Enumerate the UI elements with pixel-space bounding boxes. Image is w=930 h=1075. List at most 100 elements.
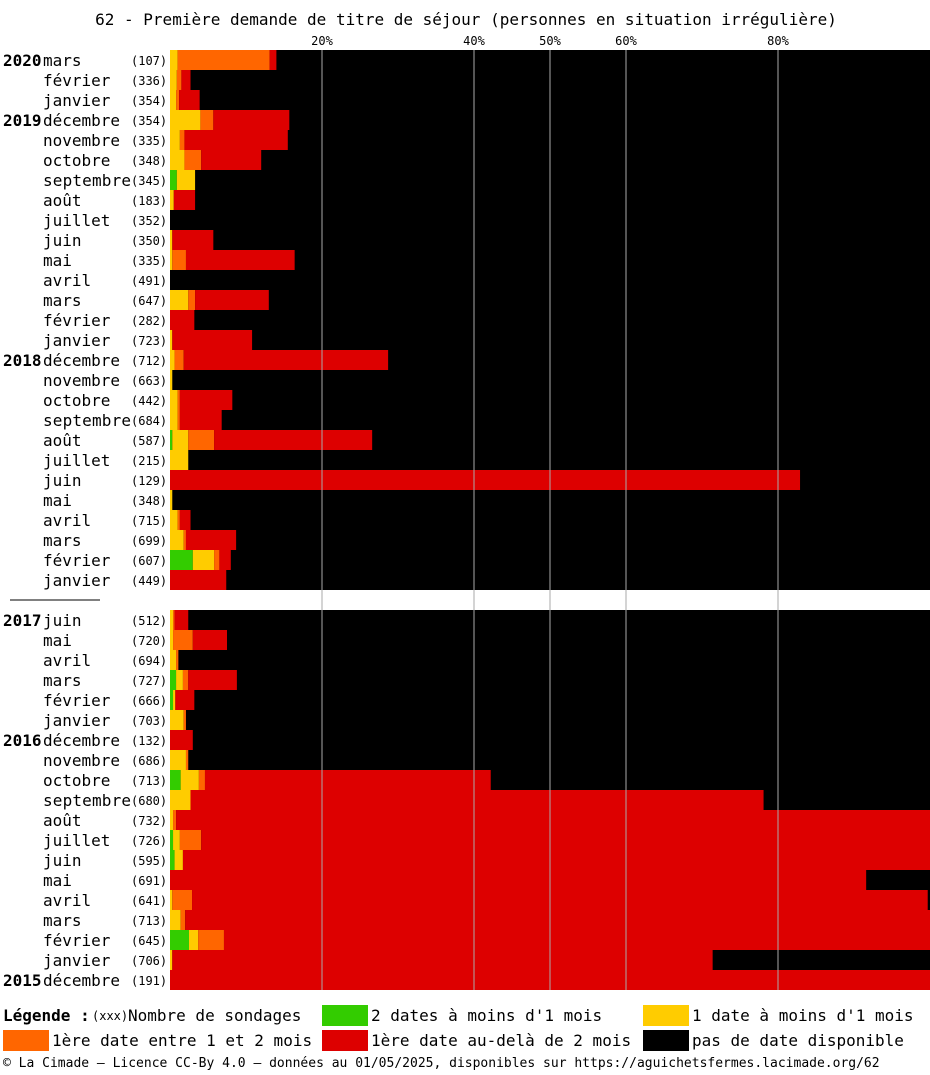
month-label: janvier — [43, 711, 111, 730]
month-label: octobre — [43, 771, 110, 790]
legend-orange-label: 1ère date entre 1 et 2 mois — [52, 1031, 313, 1050]
x-tick-label: 40% — [463, 34, 485, 48]
grid-layer — [321, 50, 779, 990]
bar-segment-yellow — [170, 630, 174, 650]
month-label: décembre — [43, 971, 120, 990]
month-label: avril — [43, 511, 91, 530]
legend-yellow-label: 1 date à moins d'1 mois — [692, 1006, 914, 1025]
bar-segment-yellow — [170, 50, 178, 70]
bar-segment-orange — [172, 890, 193, 910]
bar-segment-yellow — [170, 410, 178, 430]
count-label: (352) — [131, 214, 167, 228]
month-label: mars — [43, 51, 82, 70]
bar-segment-red — [181, 70, 191, 90]
count-label: (354) — [131, 114, 167, 128]
bar-segment-orange — [173, 630, 193, 650]
legend-row-1: Légende : (xxx) Nombre de sondages 2 dat… — [0, 1005, 930, 1027]
count-label: (723) — [131, 334, 167, 348]
bar-segment-orange — [176, 650, 179, 670]
count-label: (348) — [131, 494, 167, 508]
bar-segment-green — [170, 550, 193, 570]
count-label: (645) — [131, 934, 167, 948]
bar-segment-red — [176, 810, 930, 830]
month-label: mars — [43, 671, 82, 690]
bar-segment-red — [170, 470, 801, 490]
bar-segment-orange — [198, 930, 224, 950]
bar-segment-red — [214, 430, 373, 450]
month-label: janvier — [43, 571, 111, 590]
bar-segment-yellow — [173, 830, 180, 850]
legend-swatch-black — [643, 1030, 689, 1051]
bar-segment-yellow — [170, 290, 189, 310]
bar-segment-orange — [184, 150, 202, 170]
bar-segment-orange — [177, 50, 270, 70]
legend-swatch-green — [322, 1005, 368, 1026]
count-label: (720) — [131, 634, 167, 648]
bar-segment-yellow — [170, 70, 177, 90]
count-label: (699) — [131, 534, 167, 548]
count-label: (595) — [131, 854, 167, 868]
month-label: novembre — [43, 751, 120, 770]
count-label: (663) — [131, 374, 167, 388]
bar-segment-red — [170, 310, 195, 330]
bar-segment-yellow — [180, 770, 199, 790]
month-label: mai — [43, 251, 72, 270]
month-label: juin — [43, 471, 82, 490]
month-label: novembre — [43, 371, 120, 390]
count-label: (726) — [131, 834, 167, 848]
bar-segment-yellow — [170, 510, 178, 530]
bar-segment-green — [170, 430, 173, 450]
month-label: juin — [43, 231, 82, 250]
month-label: avril — [43, 651, 91, 670]
count-label: (335) — [131, 254, 167, 268]
bar-segment-red — [195, 290, 269, 310]
bar-segment-yellow — [170, 350, 175, 370]
month-label: mars — [43, 911, 82, 930]
x-tick-label: 80% — [767, 34, 789, 48]
count-label: (336) — [131, 74, 167, 88]
legend-row-2: 1ère date entre 1 et 2 mois 1ère date au… — [0, 1030, 930, 1052]
count-label: (684) — [131, 414, 167, 428]
year-label: 2015 — [3, 971, 42, 990]
count-label: (449) — [131, 574, 167, 588]
count-label: (647) — [131, 294, 167, 308]
count-label: (680) — [131, 794, 167, 808]
bar-segment-yellow — [170, 710, 184, 730]
bar-segment-orange — [214, 550, 220, 570]
month-label: mai — [43, 491, 72, 510]
legend-count-label: Nombre de sondages — [128, 1006, 302, 1025]
bar-segment-orange — [188, 290, 196, 310]
month-label: mai — [43, 631, 72, 650]
bar-segment-orange — [185, 750, 189, 770]
month-label: septembre — [43, 791, 131, 810]
count-label: (107) — [131, 54, 167, 68]
bar-segment-orange — [182, 670, 189, 690]
bar-segment-yellow — [189, 930, 199, 950]
count-label: (587) — [131, 434, 167, 448]
footer-credit: © La Cimade — Licence CC-By 4.0 — donnée… — [3, 1056, 880, 1071]
bar-segment-yellow — [170, 110, 201, 130]
bar-segment-red — [184, 130, 288, 150]
bar-segment-red — [179, 410, 222, 430]
month-label: juillet — [43, 211, 110, 230]
year-label: 2016 — [3, 731, 42, 750]
count-label: (512) — [131, 614, 167, 628]
bar-segment-green — [170, 930, 189, 950]
count-label: (694) — [131, 654, 167, 668]
bar-segment-red — [172, 230, 214, 250]
bar-segment-orange — [179, 130, 185, 150]
bar-segment-red — [188, 670, 237, 690]
bar-segment-yellow — [192, 550, 215, 570]
bar-segment-red — [223, 930, 930, 950]
bar-segment-orange — [176, 90, 180, 110]
bar-segment-yellow — [170, 130, 180, 150]
bar-segment-yellow — [170, 910, 181, 930]
bar-segment-red — [185, 910, 930, 930]
month-label: juillet — [43, 451, 110, 470]
month-label: mars — [43, 531, 82, 550]
bar-segment-red — [192, 630, 227, 650]
bar-segment-red — [170, 730, 193, 750]
month-label: février — [43, 551, 111, 570]
bar-segment-yellow — [170, 190, 174, 210]
row-labels: 2020 mars (107)février (336)janvier (354)201… — [3, 51, 167, 990]
